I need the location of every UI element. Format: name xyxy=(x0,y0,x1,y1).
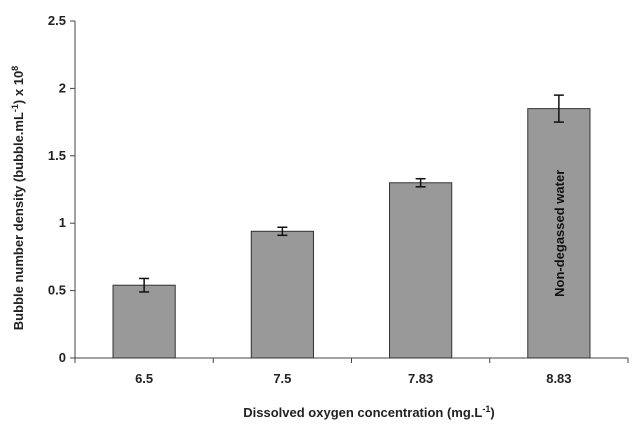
y-tick-label: 2 xyxy=(59,80,66,95)
y-tick-label: 0 xyxy=(59,350,66,365)
bar xyxy=(250,230,314,359)
x-tick-label: 7.5 xyxy=(273,371,291,386)
x-axis: 6.5 7.5 7.83 8.83 xyxy=(74,357,629,386)
y-axis: 0 0.5 1 1.5 2 2.5 xyxy=(48,13,76,365)
y-tick-label: 2.5 xyxy=(48,13,66,28)
y-axis-title: Bubble number density (bubble.mL-1) x 10… xyxy=(10,66,26,330)
x-axis-title: Dissolved oxygen concentration (mg.L-1) xyxy=(243,404,494,420)
x-tick-label: 7.83 xyxy=(408,371,433,386)
bar xyxy=(527,108,591,359)
bar xyxy=(112,284,176,359)
bars: Non-degassed water xyxy=(112,94,591,359)
x-tick-label: 8.83 xyxy=(546,371,571,386)
x-tick-label: 6.5 xyxy=(135,371,153,386)
bar-annotation: Non-degassed water xyxy=(552,170,567,297)
y-tick-label: 0.5 xyxy=(48,283,66,298)
y-tick-label: 1 xyxy=(59,215,66,230)
bar xyxy=(389,182,453,359)
y-tick-label: 1.5 xyxy=(48,148,66,163)
